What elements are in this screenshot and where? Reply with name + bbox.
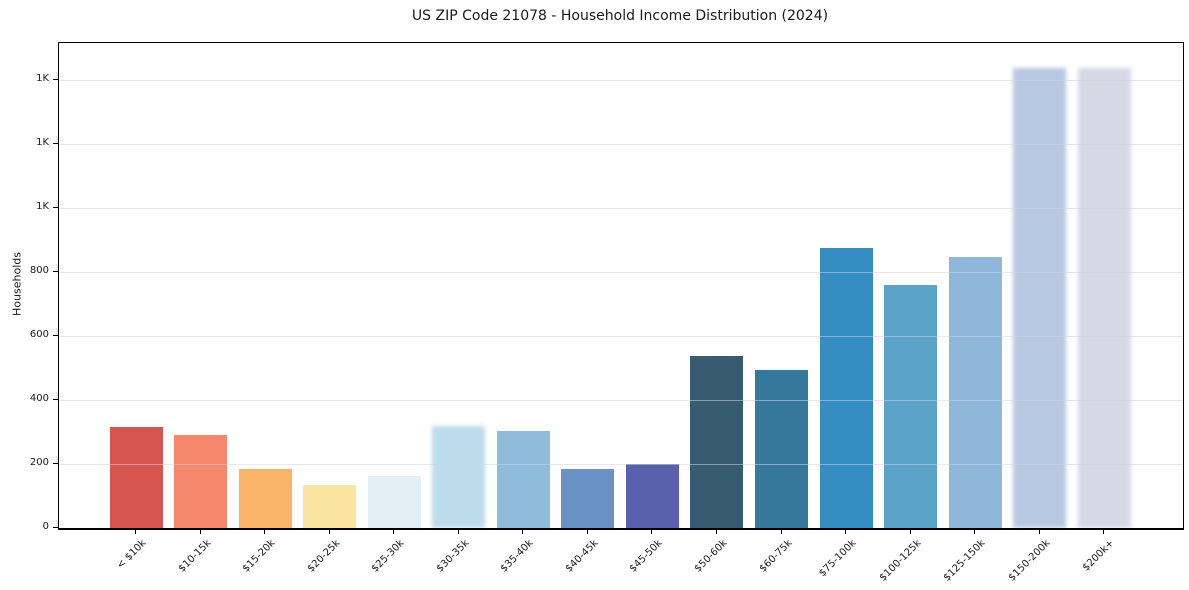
y-tick-label: 200 xyxy=(29,457,49,468)
bar-125-150k xyxy=(948,256,1002,528)
y-tick-label: 0 xyxy=(42,521,49,532)
y-tick-label: 600 xyxy=(29,328,49,340)
x-tick-mark xyxy=(393,529,395,534)
x-tick-mark xyxy=(780,529,782,534)
bar-10k xyxy=(109,427,163,528)
gridline xyxy=(59,335,1183,337)
y-tick-label: 1K xyxy=(36,200,49,212)
x-tick-mark xyxy=(457,529,459,534)
bar-10-15k xyxy=(174,435,228,528)
y-tick-mark xyxy=(53,206,58,208)
bar-35-40k xyxy=(496,431,550,528)
bar-30-35k xyxy=(432,426,486,528)
bar-15-20k xyxy=(238,468,292,528)
gridline xyxy=(59,271,1183,273)
x-tick-mark xyxy=(522,529,524,534)
x-tick-mark xyxy=(715,529,717,534)
x-tick-mark xyxy=(651,529,653,534)
y-tick-mark xyxy=(53,142,58,144)
y-tick-mark xyxy=(53,270,58,272)
x-tick-mark xyxy=(1038,529,1040,534)
bar-150-200k xyxy=(1013,68,1067,528)
y-tick-mark xyxy=(53,527,58,528)
x-tick-mark xyxy=(135,529,136,534)
gridline xyxy=(59,464,1183,465)
plot-area xyxy=(58,42,1184,530)
x-tick-mark xyxy=(328,529,330,534)
bar-45-50k xyxy=(625,464,679,528)
y-tick-mark xyxy=(53,398,58,400)
chart-title: US ZIP Code 21078 - Household Income Dis… xyxy=(411,8,829,24)
x-tick-mark xyxy=(1103,529,1105,534)
y-axis-label: Households xyxy=(10,252,24,316)
x-tick-mark xyxy=(199,529,201,534)
bar-100-125k xyxy=(884,285,938,528)
bar-200k xyxy=(1077,68,1131,528)
gridline xyxy=(59,207,1183,209)
x-tick-mark xyxy=(586,529,588,534)
y-tick-label: 400 xyxy=(29,392,49,404)
y-tick-mark xyxy=(53,463,58,464)
x-tick-mark xyxy=(264,529,266,534)
x-tick-mark xyxy=(845,529,846,534)
gridline xyxy=(59,79,1183,81)
bar-60-75k xyxy=(755,369,808,528)
bar-25-30k xyxy=(367,476,421,528)
bars-layer xyxy=(59,43,1183,528)
x-tick-mark xyxy=(909,529,911,534)
x-tick-mark xyxy=(974,529,976,534)
y-tick-label: 1K xyxy=(36,136,49,148)
y-tick-label: 800 xyxy=(29,264,49,276)
bar-75-100k xyxy=(819,247,873,528)
bar-50-60k xyxy=(690,356,744,528)
gridline xyxy=(59,399,1183,401)
x-tick-label: < $10k xyxy=(114,537,149,572)
bar-40-45k xyxy=(561,469,615,528)
y-tick-mark xyxy=(53,334,58,336)
y-tick-mark xyxy=(53,78,58,80)
gridline xyxy=(59,143,1183,145)
y-tick-label: 1K xyxy=(36,72,49,84)
bar-20-25k xyxy=(303,485,357,528)
